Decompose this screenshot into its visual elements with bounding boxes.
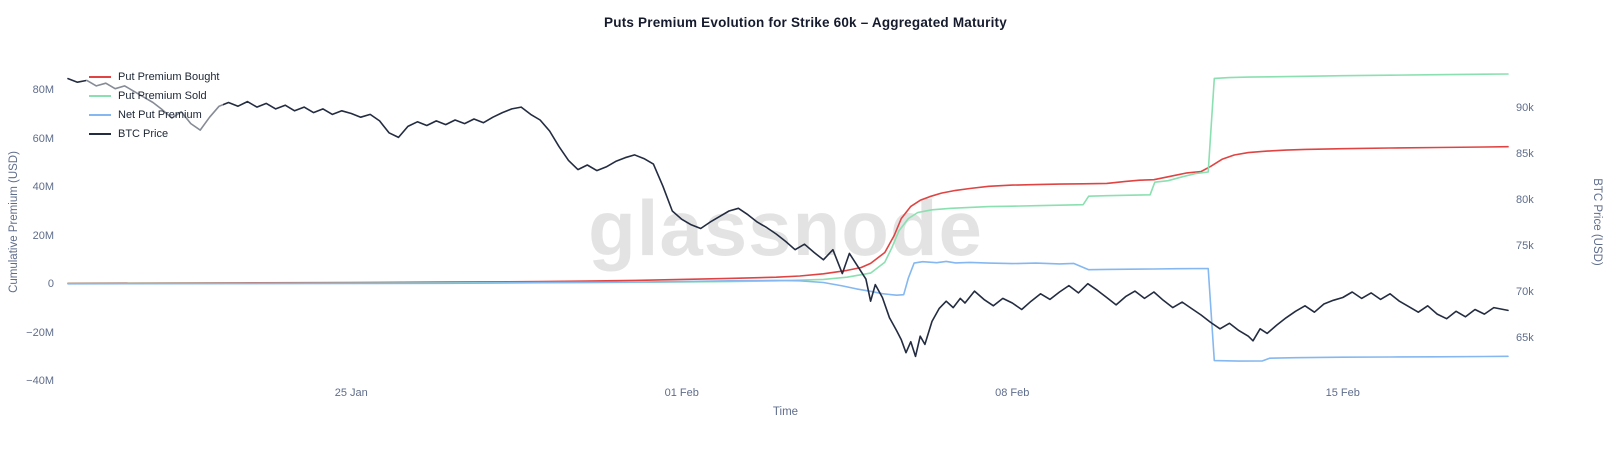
x-axis-tick: 15 Feb	[1325, 387, 1360, 399]
y-axis-left-title: Cumulative Premium (USD)	[8, 151, 20, 293]
series-line-put-premium-bought	[67, 145, 1509, 285]
y-axis-left-tick: 80M	[32, 84, 54, 96]
legend-item-label: Put Premium Bought	[118, 70, 220, 83]
legend-item-label: Net Put Premium	[118, 108, 202, 121]
y-axis-right-tick: 85k	[1516, 148, 1534, 160]
legend-item-put-premium-sold[interactable]: Put Premium Sold	[89, 86, 220, 105]
y-axis-right-tick: 75k	[1516, 240, 1534, 252]
legend-line-swatch	[89, 75, 111, 78]
legend: Put Premium Bought Put Premium Sold Net Pu…	[86, 66, 223, 144]
y-axis-left-tick: −40M	[26, 375, 54, 387]
y-axis-left-tick: 60M	[32, 132, 54, 145]
x-axis-tick: 08 Feb	[995, 387, 1030, 399]
x-axis-title: Time	[772, 406, 799, 418]
y-axis-right-tick: 90k	[1516, 102, 1534, 114]
y-axis-left-tick: 0	[47, 278, 54, 290]
legend-item-net-put-premium[interactable]: Net Put Premium	[89, 105, 220, 124]
y-axis-left-tick: 20M	[32, 229, 54, 242]
series-line-put-premium-sold	[67, 73, 1509, 285]
legend-item-btc-price[interactable]: BTC Price	[89, 124, 220, 143]
legend-item-label: BTC Price	[118, 127, 169, 140]
legend-item-label: Put Premium Sold	[118, 89, 207, 102]
series-line-btc-price	[67, 77, 1509, 358]
legend-line-swatch	[89, 132, 111, 135]
y-axis-right-title: BTC Price (USD)	[1591, 178, 1603, 266]
x-axis-tick: 01 Feb	[664, 387, 699, 399]
y-axis-right-tick: 80k	[1516, 194, 1534, 206]
x-axis-tick: 25 Jan	[334, 387, 368, 399]
series-line-net-put-premium	[67, 260, 1509, 362]
y-axis-left-tick: 40M	[32, 181, 54, 193]
legend-item-put-premium-bought[interactable]: Put Premium Bought	[89, 67, 220, 86]
legend-line-swatch	[89, 94, 111, 97]
chart-title: Puts Premium Evolution for Strike 60k – …	[604, 15, 1007, 30]
y-axis-right-tick: 65k	[1516, 332, 1534, 344]
legend-line-swatch	[89, 113, 111, 116]
y-axis-right-tick: 70k	[1516, 286, 1534, 298]
y-axis-left-tick: −20M	[26, 326, 54, 339]
